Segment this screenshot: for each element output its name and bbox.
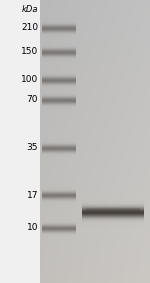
Text: 35: 35 [27, 143, 38, 153]
Text: 210: 210 [21, 23, 38, 33]
Text: 70: 70 [27, 95, 38, 104]
Text: 100: 100 [21, 76, 38, 85]
Text: 17: 17 [27, 190, 38, 200]
Text: kDa: kDa [21, 5, 38, 14]
Text: 150: 150 [21, 48, 38, 57]
Text: 10: 10 [27, 224, 38, 233]
